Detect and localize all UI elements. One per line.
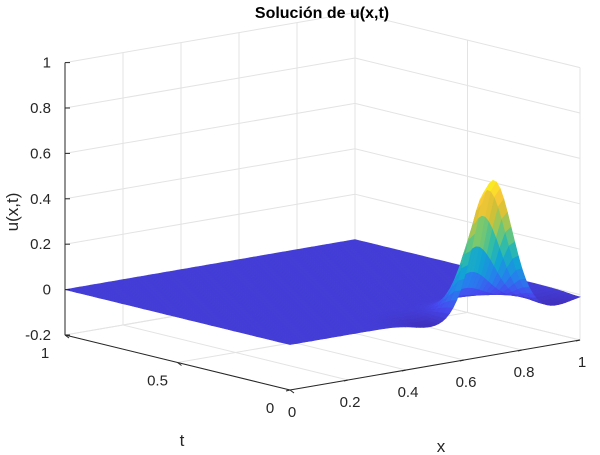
- t-tick-label: 0: [266, 400, 274, 417]
- x-axis-line: [289, 339, 581, 391]
- surface-mesh: [64, 179, 581, 345]
- t-axis-label: t: [180, 431, 185, 450]
- x-tick-mark: [401, 369, 407, 372]
- u-axis-label: u(x,t): [3, 193, 22, 232]
- x-tick-mark: [285, 389, 291, 392]
- u-tick-label: 0.2: [30, 236, 51, 253]
- x-tick-label: 1: [578, 354, 586, 371]
- t-tick-mark: [289, 389, 295, 394]
- surface-patch: [569, 295, 581, 299]
- x-tick-label: 0.4: [398, 384, 419, 401]
- u-tick-label: 0.4: [30, 191, 51, 208]
- u-tick-label: 1: [43, 55, 51, 72]
- x-tick-mark: [575, 339, 581, 342]
- x-tick-labels: 0 0.2 0.4 0.6 0.8 1: [285, 339, 586, 421]
- t-tick-mark: [177, 362, 182, 366]
- t-tick-label: 0.5: [147, 373, 168, 390]
- x-axis-label: x: [437, 437, 446, 455]
- u-tick-label: -0.2: [25, 327, 51, 344]
- t-grid-line: [177, 40, 468, 363]
- x-tick-mark: [459, 359, 465, 362]
- u-tick-label: 0.8: [30, 100, 51, 117]
- x-tick-label: 0: [288, 404, 296, 421]
- x-tick-label: 0.2: [340, 394, 361, 411]
- chart-title: Solución de u(x,t): [255, 5, 389, 22]
- t-tick-label: 1: [41, 345, 49, 362]
- t-tick-labels: 00.51: [41, 334, 295, 417]
- x-tick-label: 0.6: [456, 374, 477, 391]
- x-tick-label: 0.8: [514, 364, 535, 381]
- u-tick-label: 0.6: [30, 145, 51, 162]
- x-tick-mark: [343, 379, 349, 382]
- u-tick-labels: -0.2 0 0.2 0.4 0.6 0.8 1: [25, 55, 70, 344]
- u-tick-label: 0: [43, 282, 51, 299]
- x-tick-mark: [517, 349, 523, 352]
